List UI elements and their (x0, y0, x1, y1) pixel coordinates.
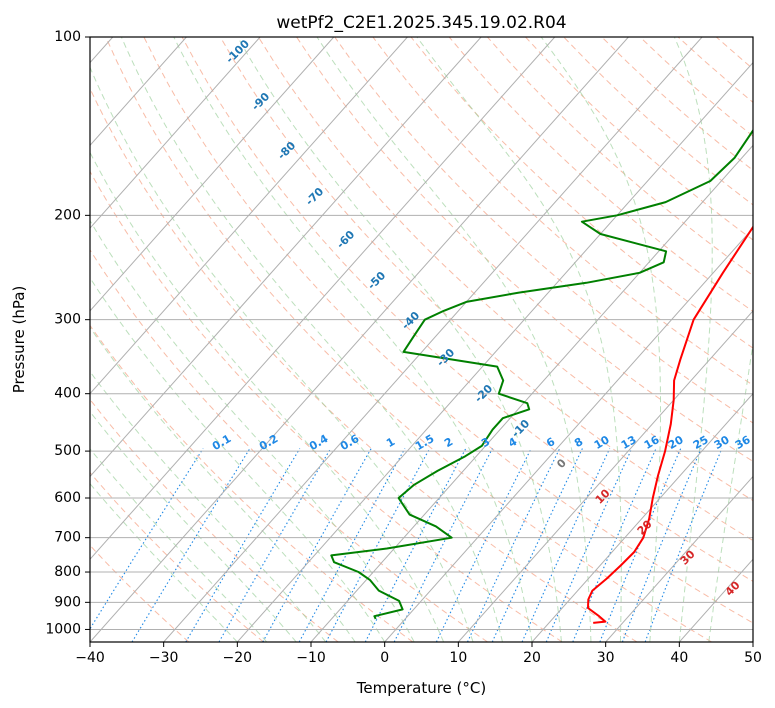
dry-adiabat-line (90, 398, 339, 642)
mixing-ratio-line (90, 448, 204, 630)
moist-adiabat-line (90, 66, 474, 642)
dry-adiabat-line (90, 544, 190, 642)
isobar-isotherm-grid (90, 37, 753, 642)
plot-frame (89, 36, 754, 643)
isotherm-gridline (90, 37, 261, 229)
mixing-ratio-line (467, 448, 561, 642)
moist-adiabat-line (90, 370, 327, 642)
mixing-ratio-line (218, 448, 332, 642)
moist-adiabat-line (173, 37, 533, 642)
dewpoint-profile-line (330, 128, 753, 620)
isotherm-gridline (90, 37, 629, 642)
chart-title: wetPf2_C2E1.2025.345.19.02.R04 (276, 13, 566, 33)
dry-adiabat-line (143, 37, 753, 624)
isotherm-gridline (310, 144, 753, 642)
y-tick-label: 1000 (45, 621, 81, 637)
moist-adiabat-line (90, 482, 238, 642)
moist-adiabat-line (120, 37, 503, 642)
dry-adiabat-line (296, 37, 753, 462)
y-tick-label: 400 (54, 386, 81, 402)
isotherm-gridline (90, 37, 335, 312)
isotherm-gridline (90, 37, 482, 478)
dry-adiabat-line (90, 248, 488, 642)
y-tick-label: 100 (54, 29, 81, 45)
y-axis-ticks: 100 200 300 400 500 600 700 800 900 1000 (45, 29, 90, 637)
mixing-ratio-line (185, 448, 301, 642)
y-tick-label: 600 (54, 490, 81, 506)
x-tick-label: 0 (380, 650, 389, 666)
dry-adiabat-line (90, 471, 264, 642)
y-tick-label: 700 (54, 530, 81, 546)
temperature-profile-line (587, 225, 753, 624)
moist-adiabat-line (237, 37, 562, 642)
moist-adiabat-line (90, 326, 356, 642)
isotherm-gridline (605, 475, 753, 642)
isotherm-gridline (163, 37, 703, 642)
isotherm-gridline (236, 61, 753, 642)
isotherm-gridline (90, 37, 408, 395)
dry-adiabat-line (410, 37, 753, 349)
isotherm-gridline (90, 37, 556, 560)
x-axis-label: Temperature (°C) (356, 679, 486, 697)
moist-adiabat-line (90, 410, 297, 642)
moist-adiabat-line (673, 37, 713, 642)
dry-adiabat-line (334, 37, 753, 424)
mixing-ratio-line (491, 448, 583, 642)
isotherm-gridline (384, 227, 753, 642)
y-tick-label: 200 (54, 207, 81, 223)
x-tick-label: 30 (597, 650, 615, 666)
x-tick-label: −10 (296, 650, 326, 666)
mixing-ratio-line (599, 448, 682, 642)
x-tick-label: 20 (523, 650, 541, 666)
y-axis-label: Pressure (hPa) (10, 286, 28, 394)
mixing-ratio-line (621, 448, 702, 642)
x-axis-ticks: −40 −30 −20 −10 0 10 20 30 40 50 (75, 642, 762, 666)
isotherm-gridline (90, 37, 187, 147)
y-tick-label: 500 (54, 443, 81, 459)
moist-adiabat-line (540, 37, 661, 642)
moist-adiabat-line (90, 276, 386, 642)
x-tick-label: 50 (744, 650, 762, 666)
dry-adiabat-line (448, 37, 753, 313)
isotherm-gridline (531, 392, 753, 642)
y-tick-label: 800 (54, 564, 81, 580)
x-tick-label: −30 (149, 650, 179, 666)
sounding-profiles (330, 128, 753, 624)
y-tick-label: 900 (54, 594, 81, 610)
isotherm-gridline (457, 310, 753, 642)
moist-adiabat-line (708, 340, 753, 642)
mixing-ratio-line (131, 448, 251, 642)
moist-adiabat-line (90, 151, 445, 642)
x-tick-label: 40 (670, 650, 688, 666)
x-tick-label: −40 (75, 650, 105, 666)
dry-adiabat-line (90, 87, 638, 642)
dry-adiabat-line (90, 170, 563, 642)
dry-adiabat-line (372, 37, 753, 386)
moist-adiabat-line (90, 448, 268, 642)
mixing-ratio-line (364, 448, 467, 642)
mixing-ratio-line (393, 448, 493, 642)
x-tick-label: −20 (223, 650, 253, 666)
y-tick-label: 300 (54, 312, 81, 328)
moist-adiabat-line (416, 37, 622, 642)
x-tick-label: 10 (449, 650, 467, 666)
